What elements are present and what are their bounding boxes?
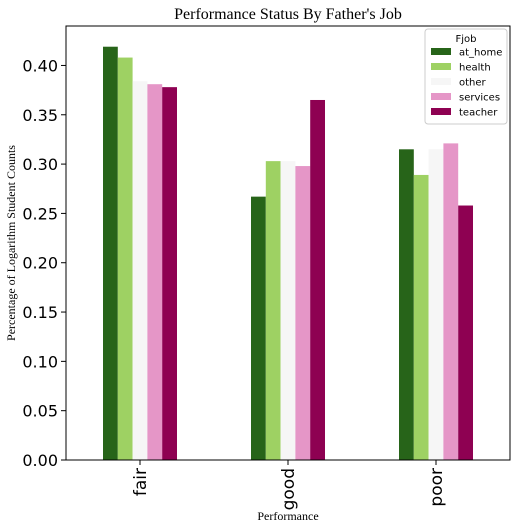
- x-tick-label-good: good: [279, 468, 299, 510]
- bar-at_home-good: [251, 196, 266, 460]
- x-tick-label-poor: poor: [427, 468, 447, 507]
- chart-title: Performance Status By Father's Job: [174, 6, 402, 23]
- bar-health-good: [265, 161, 281, 460]
- legend-label-teacher: teacher: [459, 108, 498, 119]
- y-tick-label: 0.00: [22, 451, 58, 470]
- legend-title: Fjob: [456, 34, 477, 45]
- bar-health-fair: [117, 57, 133, 461]
- legend-swatch-other: [431, 78, 451, 85]
- x-tick-label-fair: fair: [131, 468, 151, 496]
- legend-swatch-services: [431, 93, 451, 100]
- legend-swatch-teacher: [431, 108, 451, 115]
- y-tick-label: 0.25: [22, 204, 58, 223]
- bar-services-poor: [443, 143, 459, 460]
- y-tick-label: 0.20: [22, 254, 58, 273]
- bar-other-fair: [132, 81, 148, 461]
- x-axis-ticks: fair good poor: [131, 460, 447, 510]
- bar-other-good: [280, 161, 296, 460]
- y-tick-label: 0.10: [22, 352, 58, 371]
- legend-label-health: health: [459, 63, 491, 74]
- y-tick-label: 0.05: [22, 402, 58, 421]
- y-tick-label: 0.35: [22, 106, 58, 125]
- y-axis-ticks: 0.00 0.05 0.10 0.15 0.20 0.25 0.30 0.35 0.40: [22, 56, 66, 470]
- bar-teacher-good: [310, 99, 325, 460]
- x-axis-label: Performance: [257, 509, 318, 523]
- legend-swatch-at_home: [431, 48, 451, 55]
- bar-health-poor: [413, 174, 429, 460]
- y-tick-label: 0.30: [22, 155, 58, 174]
- bar-services-good: [295, 166, 311, 460]
- legend-swatch-health: [431, 63, 451, 70]
- legend-label-other: other: [459, 78, 487, 89]
- legend-label-at_home: at_home: [459, 48, 502, 59]
- plot-area-frame: [65, 25, 511, 461]
- bar-teacher-fair: [162, 87, 177, 461]
- bar-teacher-poor: [458, 205, 473, 460]
- y-tick-label: 0.40: [22, 56, 58, 75]
- bar-at_home-poor: [399, 149, 414, 461]
- y-axis-label: Percentage of Logarithm Student Counts: [4, 145, 18, 341]
- bars-group: [103, 46, 473, 461]
- y-tick-label: 0.15: [22, 303, 58, 322]
- bar-other-poor: [428, 149, 444, 461]
- legend-label-services: services: [459, 93, 500, 104]
- bar-services-fair: [147, 84, 163, 460]
- bar-at_home-fair: [103, 46, 118, 461]
